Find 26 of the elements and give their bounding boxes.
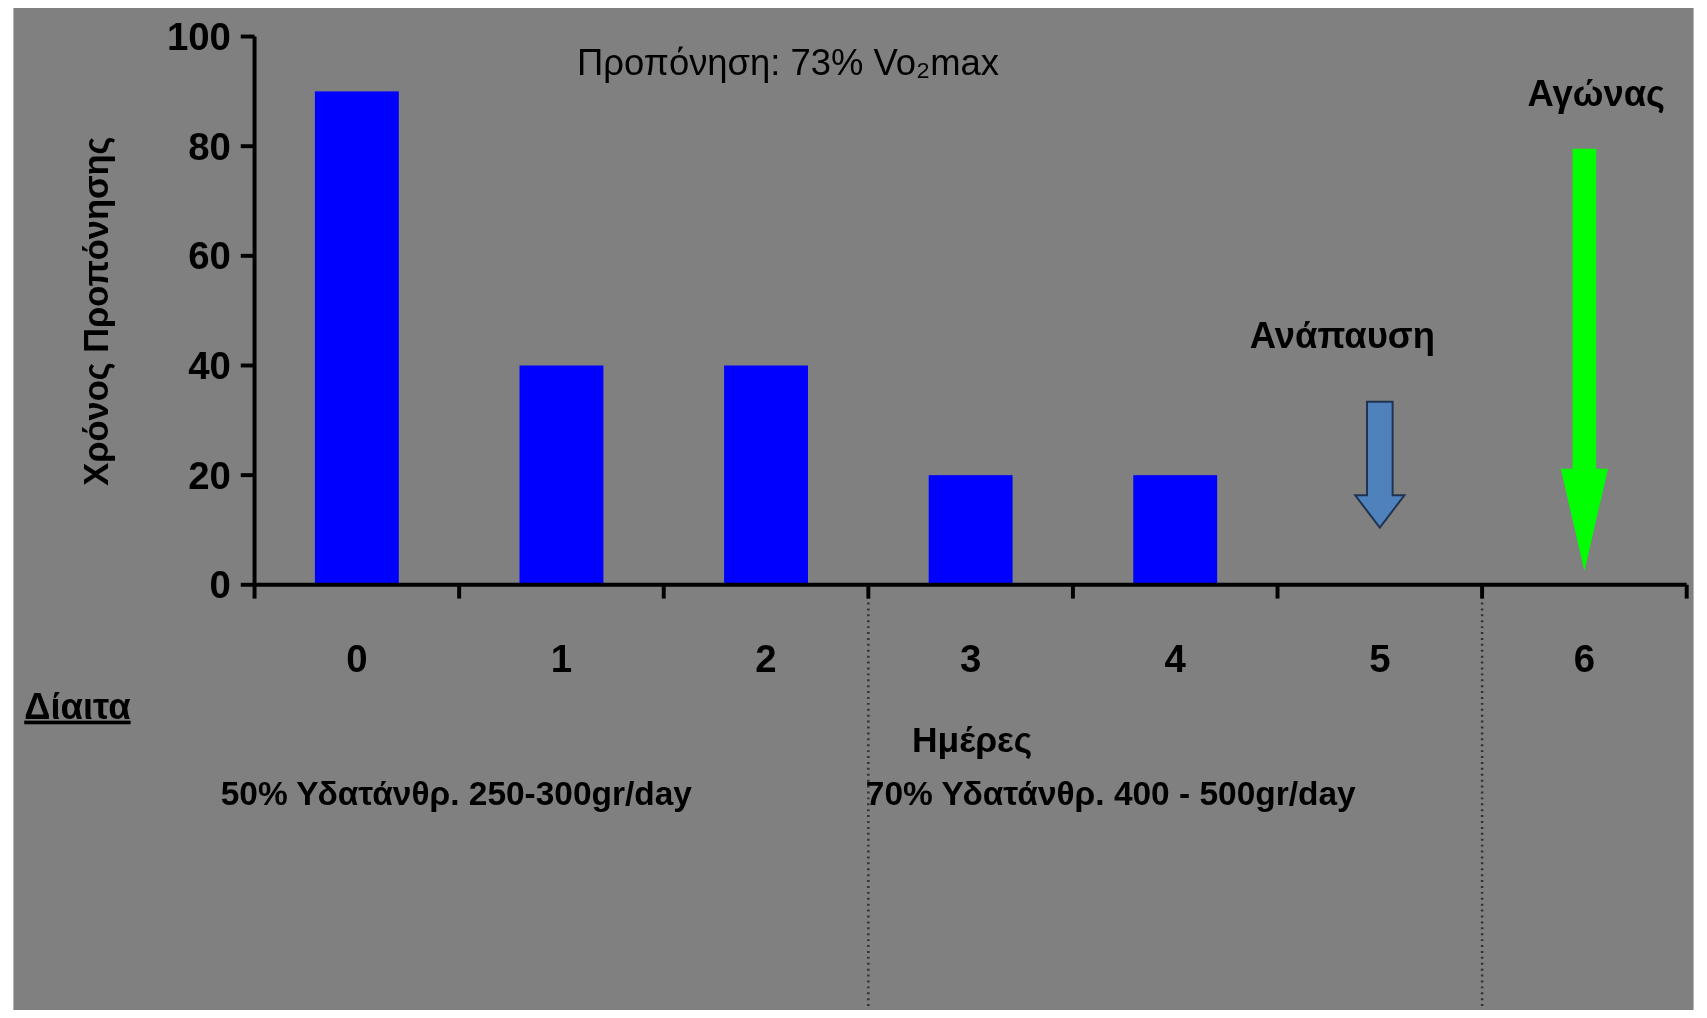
bar	[1133, 475, 1218, 585]
x-tick-label: 5	[1369, 637, 1391, 681]
y-tick-label: 20	[188, 453, 231, 497]
x-tick-label: 2	[755, 637, 777, 681]
x-tick-label: 6	[1573, 637, 1596, 681]
y-tick-label: 0	[209, 563, 231, 607]
x-axis-title: Ημέρες	[911, 720, 1033, 761]
y-tick-label: 80	[188, 124, 231, 168]
annotation: Αγώνας	[1527, 73, 1665, 115]
y-tick-label: 40	[188, 343, 231, 387]
bar	[928, 475, 1013, 585]
y-axis-title: Χρόνος Προπόνησης	[76, 136, 115, 486]
y-tick-label: 100	[166, 14, 231, 58]
bar	[724, 365, 808, 585]
text: 50% Υδατάνθρ. 250-300gr/day	[220, 775, 693, 813]
annotation: Ανάπαυση	[1249, 314, 1435, 356]
y-tick-label: 60	[188, 234, 231, 278]
x-tick-label: 1	[550, 637, 573, 681]
text: Δίαιτα	[24, 685, 131, 727]
bar	[314, 91, 399, 585]
bar	[519, 365, 604, 585]
text: 70% Υδατάνθρ. 400 - 500gr/day	[865, 775, 1357, 813]
x-tick-label: 4	[1164, 637, 1187, 681]
x-tick-label: 3	[959, 637, 982, 681]
x-tick-label: 0	[346, 637, 368, 681]
chart-title: Προπόνηση: 73% Vo₂max	[577, 41, 1000, 83]
